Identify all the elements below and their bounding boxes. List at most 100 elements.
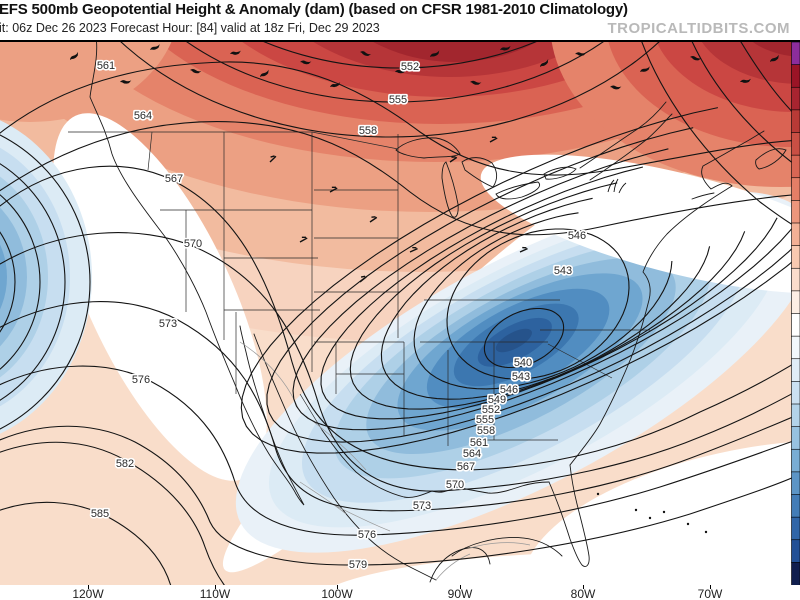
map-title: EFS 500mb Geopotential Height & Anomaly …	[0, 1, 628, 18]
contour-label-567: 567	[165, 173, 183, 185]
lon-tick	[460, 585, 461, 589]
lake-speck	[640, 66, 650, 72]
colorbar-segment	[791, 290, 800, 315]
map-area: 561 564 567 570 573 576 582 585 552 555 558 546 543 5…	[0, 40, 800, 587]
contour-label-555: 555	[389, 94, 407, 106]
lake-erie	[495, 181, 541, 200]
contour-label-573: 573	[413, 500, 431, 512]
colorbar-segment	[791, 64, 800, 88]
contour-label-567: 567	[457, 461, 475, 473]
lake-speck	[260, 69, 269, 77]
baja-california	[233, 325, 305, 506]
obs-mark	[329, 186, 338, 193]
colorbar-segment	[791, 381, 800, 405]
lake-speck	[500, 45, 511, 51]
new-england-coast	[701, 130, 765, 190]
contour-label-558: 558	[359, 125, 377, 137]
lake-speck	[190, 68, 202, 74]
contour-ring	[483, 307, 565, 369]
lon-tick	[215, 585, 216, 589]
colorbar-segment	[791, 562, 800, 585]
obs-mark	[449, 156, 458, 163]
lake-speck	[430, 50, 440, 57]
anomaly-colorbar	[791, 42, 800, 585]
lon-tick-label: 110W	[199, 587, 231, 600]
contour-label-576: 576	[132, 374, 150, 386]
contour-labels: 5615645675705735765825855525555585465435…	[89, 58, 588, 572]
pacific-contour	[0, 163, 66, 401]
lon-tick-label: 90W	[447, 587, 473, 600]
lake-speck	[395, 69, 407, 74]
obs-mark	[299, 236, 308, 243]
colorbar-segment	[791, 132, 800, 156]
lake-speck	[575, 52, 587, 56]
colorbar-segment	[791, 42, 800, 66]
lake-speck	[540, 59, 549, 67]
obs-mark	[559, 266, 568, 273]
pacific-contour	[0, 194, 41, 370]
yucatan	[429, 547, 491, 583]
contour-label-552: 552	[482, 404, 500, 416]
contour-label-582: 582	[116, 458, 134, 470]
contour-label-585: 585	[91, 508, 109, 520]
longitude-axis: 120W 110W 100W 90W 80W 70W	[0, 585, 800, 600]
contour-label-561: 561	[97, 60, 115, 72]
weather-map-svg: 5615645675705735765825855525555585465435…	[0, 42, 800, 585]
colorbar-segment	[791, 471, 800, 496]
colorbar-segment	[791, 358, 800, 383]
pacific-contour-arcs	[0, 134, 91, 430]
lake-speck	[120, 80, 132, 84]
colorbar-segment	[791, 403, 800, 428]
lake-huron	[461, 157, 498, 188]
contour-label-540: 540	[514, 357, 532, 369]
contour-label-543: 543	[554, 265, 572, 277]
colorbar-segment	[791, 267, 800, 292]
lake-ontario	[543, 166, 577, 180]
contour-label-564: 564	[463, 448, 481, 460]
contour-label-558: 558	[477, 425, 495, 437]
atlantic-coast	[569, 185, 733, 466]
lake-speck	[470, 80, 482, 85]
lake-michigan	[441, 161, 459, 218]
negative-anomaly-shading-pacific	[0, 120, 92, 434]
lon-tick-label: 120W	[72, 587, 104, 600]
obs-mark	[369, 216, 378, 223]
gulf-of-california-coast	[253, 333, 437, 581]
obs-mark	[409, 246, 418, 253]
lake-speck	[70, 51, 79, 60]
pacific-coast	[89, 42, 235, 383]
obs-mark	[269, 155, 277, 163]
contour-label-552: 552	[401, 61, 419, 73]
contour-ring	[349, 182, 746, 410]
coastlines	[89, 42, 787, 583]
lon-tick	[337, 585, 338, 589]
pacific-contour	[0, 134, 91, 430]
colorbar-segment	[791, 448, 800, 473]
long-island	[691, 192, 715, 200]
header-bar: EFS 500mb Geopotential Height & Anomaly …	[0, 0, 800, 40]
contour-label-573: 573	[159, 318, 177, 330]
lon-tick	[583, 585, 584, 589]
contour-label-579: 579	[349, 559, 367, 571]
small-lakes-and-islands	[596, 492, 708, 534]
obs-mark	[489, 136, 498, 143]
colorbar-segment	[791, 539, 800, 564]
contour-label-561: 561	[470, 437, 488, 449]
nova-scotia	[755, 148, 787, 170]
contour-ring	[292, 148, 800, 431]
lon-tick	[710, 585, 711, 589]
contour-label-570: 570	[446, 479, 464, 491]
contour-label-543: 543	[512, 371, 530, 383]
colorbar-segment	[791, 426, 800, 450]
colorbar-segment	[791, 222, 800, 247]
contour-label-546: 546	[568, 230, 586, 242]
trough-contour-rings	[240, 107, 800, 454]
lake-speck	[360, 51, 372, 56]
contour-ring	[266, 127, 800, 443]
colorbar-segment	[791, 200, 800, 224]
colorbar-segment	[791, 335, 800, 360]
contour-ring	[320, 166, 778, 420]
contour-label-555: 555	[476, 414, 494, 426]
obs-mark	[519, 246, 528, 253]
